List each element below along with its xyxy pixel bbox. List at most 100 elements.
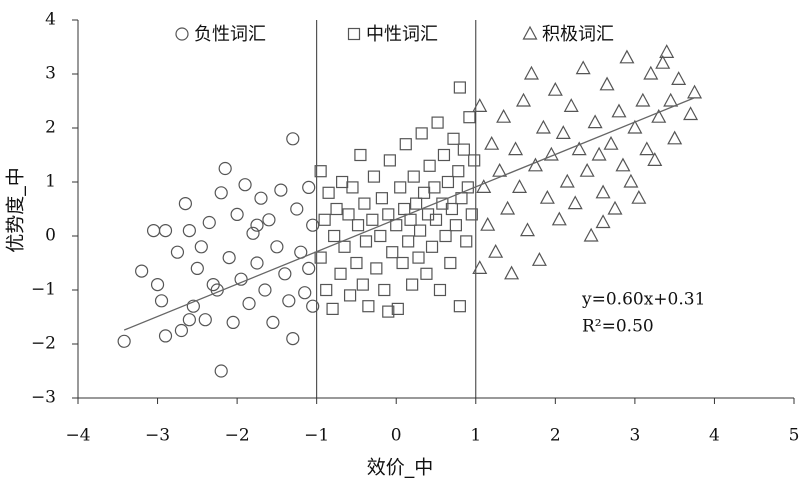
point [480, 216, 496, 231]
legend-label: 中性词汇 [366, 24, 438, 45]
point [135, 264, 149, 278]
point [398, 202, 411, 216]
point [383, 154, 396, 167]
point [412, 251, 425, 264]
point [402, 235, 415, 248]
point [465, 208, 478, 221]
point [342, 208, 355, 221]
point [158, 224, 173, 238]
y-tick-label: −2 [31, 334, 56, 354]
point [386, 246, 399, 259]
point [218, 161, 232, 176]
point [623, 173, 639, 188]
point [117, 334, 131, 348]
point [286, 132, 300, 146]
point [415, 127, 428, 140]
point [472, 98, 488, 113]
point [631, 189, 647, 204]
y-tick-label: 3 [45, 64, 56, 84]
point [504, 265, 520, 280]
point [382, 305, 395, 318]
point [302, 261, 316, 275]
point [346, 181, 359, 194]
point [452, 165, 465, 178]
point [250, 256, 264, 270]
point [399, 138, 412, 151]
x-tick-label: 5 [789, 426, 800, 446]
point [531, 252, 547, 266]
point [406, 278, 419, 291]
point [492, 162, 508, 177]
point [328, 229, 341, 243]
y-tick-label: 4 [45, 10, 56, 30]
point [306, 299, 320, 313]
point [302, 180, 316, 194]
point [396, 256, 409, 270]
point [516, 92, 532, 107]
point [595, 214, 611, 229]
point [394, 181, 407, 194]
point [334, 267, 347, 280]
point [198, 313, 212, 327]
point [182, 313, 196, 327]
point [555, 125, 571, 139]
point [599, 76, 615, 91]
point [539, 189, 555, 204]
point [484, 135, 500, 150]
point [453, 81, 466, 94]
point [242, 296, 256, 311]
point [362, 300, 375, 313]
point [607, 200, 623, 215]
point [186, 299, 200, 313]
y-tick-label: 2 [45, 118, 56, 138]
point [391, 302, 404, 315]
point [343, 289, 357, 302]
point [476, 179, 492, 193]
point [378, 283, 391, 297]
point [358, 197, 371, 210]
point [222, 251, 236, 265]
point [583, 227, 599, 242]
point [512, 179, 528, 193]
point [407, 170, 420, 183]
point [278, 267, 292, 281]
point [282, 294, 296, 308]
point [370, 262, 383, 275]
point [170, 245, 185, 259]
point [575, 60, 591, 75]
x-tick-label: −1 [304, 426, 329, 446]
point [250, 218, 264, 232]
point [226, 315, 240, 329]
point [523, 65, 539, 80]
point [336, 175, 349, 189]
y-tick-label: −1 [31, 280, 56, 300]
point [146, 224, 161, 238]
point [262, 213, 276, 227]
point [190, 261, 204, 275]
point [571, 141, 587, 156]
point [683, 106, 699, 121]
x-tick-label: −2 [225, 426, 250, 446]
point [322, 186, 335, 199]
point [338, 240, 351, 253]
point [154, 294, 169, 308]
y-tick-label: −3 [31, 388, 56, 408]
point [286, 332, 300, 346]
r-squared: R²=0.50 [582, 317, 654, 337]
point [433, 283, 447, 297]
legend-marker [347, 27, 361, 41]
point [270, 240, 284, 254]
point [551, 211, 567, 226]
legend-marker [522, 25, 538, 40]
point [519, 222, 535, 237]
point [453, 300, 466, 313]
x-tick-label: 2 [550, 426, 561, 446]
point [417, 186, 431, 199]
point [150, 278, 165, 292]
point [488, 243, 504, 258]
point [429, 213, 443, 226]
point [439, 229, 452, 243]
point [326, 302, 339, 315]
point [314, 251, 327, 264]
